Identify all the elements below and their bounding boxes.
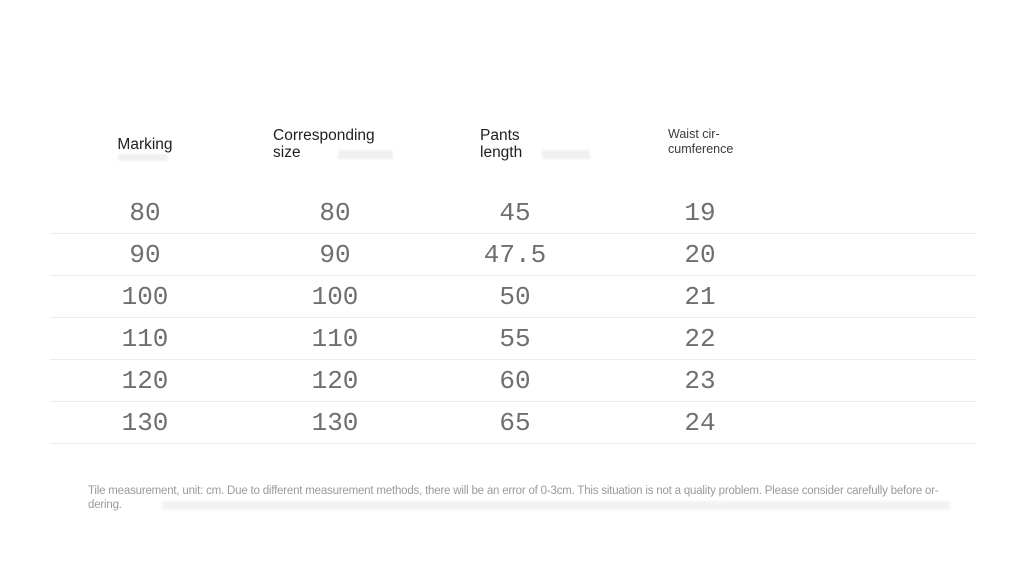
header-line: Waist cir-	[668, 127, 720, 141]
cell-waist: 24	[684, 407, 716, 438]
ghost-text-artifact	[162, 501, 950, 510]
header-waist-circumference: Waist cir- cumference	[600, 127, 800, 161]
cell-marking: 80	[129, 197, 161, 228]
cell-waist: 22	[684, 323, 716, 354]
cell-waist: 23	[684, 365, 716, 396]
table-row: 80 80 45 19	[50, 192, 975, 234]
header-corresponding-size: Corresponding size	[240, 127, 430, 161]
header-line: Corresponding	[273, 127, 375, 144]
cell-size: 80	[319, 197, 351, 228]
table-row: 110 110 55 22	[50, 318, 975, 360]
ghost-text-artifact	[542, 150, 590, 159]
cell-pants-length: 55	[499, 323, 531, 354]
header-line: length	[480, 144, 523, 161]
table-row: 130 130 65 24	[50, 402, 975, 444]
cell-size: 120	[311, 365, 359, 396]
cell-size: 110	[311, 323, 359, 354]
cell-pants-length: 50	[499, 281, 531, 312]
cell-waist: 20	[684, 239, 716, 270]
cell-pants-length: 65	[499, 407, 531, 438]
cell-marking: 120	[121, 365, 169, 396]
measurement-note-line2: dering.	[88, 498, 122, 511]
header-marking: Marking	[50, 127, 240, 161]
measurement-note: Tile measurement, unit: cm. Due to diffe…	[88, 485, 998, 512]
header-line: Pants	[480, 127, 520, 144]
cell-size: 100	[311, 281, 359, 312]
table-row: 120 120 60 23	[50, 360, 975, 402]
cell-pants-length: 60	[499, 365, 531, 396]
cell-size: 130	[311, 407, 359, 438]
table-row: 100 100 50 21	[50, 276, 975, 318]
cell-marking: 110	[121, 323, 169, 354]
cell-waist: 19	[684, 197, 716, 228]
cell-size: 90	[319, 239, 351, 270]
cell-marking: 100	[121, 281, 169, 312]
cell-waist: 21	[684, 281, 716, 312]
size-table: 80 80 45 19 90 90 47.5 20 100 100 50 21 …	[50, 192, 975, 444]
header-line: Marking	[117, 136, 173, 153]
header-pants-length: Pants length	[430, 127, 600, 161]
cell-pants-length: 45	[499, 197, 531, 228]
cell-marking: 90	[129, 239, 161, 270]
ghost-text-artifact	[338, 150, 393, 159]
header-line: cumference	[668, 141, 734, 156]
cell-pants-length: 47.5	[483, 239, 547, 270]
header-line: size	[273, 144, 301, 161]
ghost-text-artifact	[118, 154, 168, 161]
cell-marking: 130	[121, 407, 169, 438]
table-row: 90 90 47.5 20	[50, 234, 975, 276]
table-header-row: Marking Corresponding size Pants length …	[50, 127, 800, 161]
measurement-note-line1: Tile measurement, unit: cm. Due to diffe…	[88, 485, 939, 497]
